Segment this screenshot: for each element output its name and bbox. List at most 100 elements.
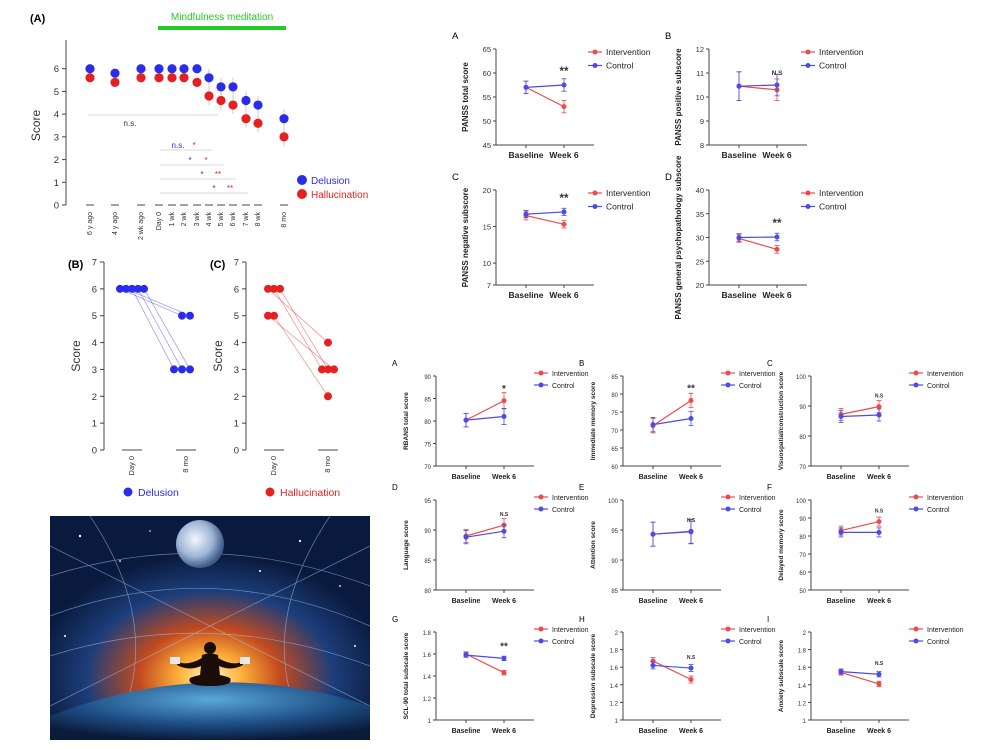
y-tick-label: 70: [799, 553, 806, 559]
y-tick-label: 20: [483, 186, 491, 195]
series-line-intervention: [525, 214, 565, 225]
legend-label-intervention: Intervention: [552, 627, 589, 634]
legend-marker-intervention: [805, 49, 811, 55]
x-tick-label: 8 wk: [255, 212, 262, 227]
series-line-intervention: [525, 86, 565, 108]
y-tick-label: 1.8: [798, 649, 807, 655]
subject-point-8mo: [324, 338, 332, 347]
legend-label-intervention: Intervention: [552, 371, 589, 378]
sig-hallucination: **: [215, 170, 221, 179]
subject-line: [131, 288, 175, 370]
immediate-memory-chart: B 60 65 70 75 80 85 Baseline Week 6 Immediate mem…: [579, 359, 776, 481]
point-control: [774, 234, 780, 240]
x-tick-label: Week 6: [867, 598, 891, 605]
series-line-control: [840, 414, 880, 418]
point-control: [838, 414, 844, 419]
subject-point-day0: [270, 311, 278, 320]
legend-marker-intervention: [725, 494, 731, 500]
panel-letter: I: [767, 615, 769, 624]
y-tick-label: 6: [234, 284, 239, 295]
panel-letter: G: [392, 615, 398, 624]
significance-label: **: [560, 193, 569, 205]
point-intervention: [774, 246, 780, 252]
point-control: [501, 414, 507, 419]
y-tick-label: 10: [696, 93, 704, 102]
point-control: [650, 662, 656, 668]
subject-line: [279, 288, 329, 370]
earth-globe: [50, 682, 370, 740]
subject-point-day0: [134, 284, 142, 293]
y-tick-label: 2: [54, 155, 59, 166]
y-tick-label: 4: [92, 338, 97, 349]
legend-label-control: Control: [606, 202, 634, 212]
subject-point-day0: [128, 284, 136, 293]
y-tick-label: 10: [483, 259, 491, 268]
point-hallucination: [253, 118, 263, 128]
y-tick-label: 1.6: [610, 666, 619, 672]
legend-marker-control: [913, 506, 919, 512]
subject-line: [273, 288, 323, 370]
subject-point-8mo: [318, 365, 326, 374]
legend-marker-intervention: [913, 370, 919, 376]
significance-label: **: [500, 641, 508, 652]
y-tick-label: 1: [615, 719, 619, 725]
depression-chart: H 1 1.2 1.4 1.6 1.8 2 Baseline Week 6 Depression …: [579, 615, 776, 735]
y-tick-label: 100: [796, 499, 807, 505]
legend-label: Hallucination: [280, 487, 340, 499]
meditating-person-icon: [177, 642, 243, 686]
x-tick-label: Baseline: [722, 290, 757, 300]
point-control: [463, 417, 469, 423]
point-control: [463, 652, 469, 658]
y-tick-label: 65: [483, 45, 491, 54]
series-line-control: [465, 530, 505, 538]
y-tick-label: 80: [611, 393, 618, 399]
subject-point-day0: [140, 284, 148, 293]
point-hallucination: [85, 73, 95, 83]
legend-marker-intervention: [538, 494, 544, 500]
subject-line: [143, 288, 191, 370]
y-tick-label: 1.8: [423, 631, 432, 637]
y-tick-label: 70: [611, 429, 618, 435]
point-delusion: [192, 64, 202, 74]
significance-label: *: [502, 384, 506, 395]
sig-delusion: *: [212, 184, 215, 193]
x-tick-label: Baseline: [452, 474, 481, 481]
x-tick-label: 6 wk: [230, 212, 237, 227]
point-delusion: [179, 64, 189, 74]
point-control: [838, 669, 844, 675]
y-tick-label: 75: [611, 411, 618, 417]
x-tick-label: Week 6: [549, 290, 578, 300]
y-tick-label: 1: [803, 719, 807, 725]
legend-label-intervention: Intervention: [606, 47, 651, 57]
y-tick-label: 1.8: [610, 649, 619, 655]
y-tick-label: 2: [803, 631, 807, 637]
y-tick-label: 15: [483, 223, 491, 232]
point-delusion: [241, 95, 251, 106]
y-tick-label: 70: [799, 465, 806, 471]
series-line-intervention: [738, 85, 778, 91]
moon-icon: [176, 520, 224, 568]
y-tick-label: 20: [696, 281, 704, 290]
y-tick-label: 80: [424, 589, 431, 595]
rbans-total-chart: A 70 75 80 85 90 Baseline Week 6 RBANS total sco…: [392, 359, 589, 481]
subject-point-day0: [116, 284, 124, 293]
subject-point-8mo: [178, 311, 186, 320]
point-control: [561, 82, 567, 88]
panss-total-chart: A 45 50 55 60 65 Baseline Week 6 PANSS total sco…: [452, 31, 651, 160]
significance-label: N.S: [687, 655, 696, 661]
point-control: [876, 529, 882, 535]
y-tick-label: 4: [234, 338, 239, 349]
series-line-intervention: [840, 406, 880, 415]
y-tick-label: 6: [92, 284, 97, 295]
y-tick-label: 5: [92, 311, 97, 322]
x-tick-label: 1 wk: [169, 212, 176, 227]
y-tick-label: 12: [696, 45, 704, 54]
legend-label-control: Control: [927, 383, 950, 390]
y-tick-label: 1.6: [798, 666, 807, 672]
series-line-intervention: [652, 399, 692, 427]
laptop-icon: [170, 657, 180, 664]
y-tick-label: 1.4: [423, 675, 432, 681]
legend-label-control: Control: [819, 202, 847, 212]
y-tick-label: 65: [611, 447, 618, 453]
legend-label-control: Control: [739, 383, 762, 390]
